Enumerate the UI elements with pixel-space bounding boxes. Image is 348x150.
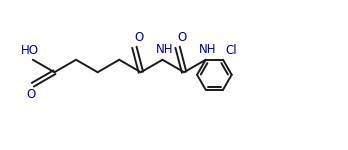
Text: NH: NH — [199, 43, 216, 56]
Text: O: O — [26, 88, 36, 101]
Text: O: O — [134, 32, 143, 45]
Text: Cl: Cl — [226, 44, 237, 57]
Text: O: O — [177, 32, 187, 45]
Text: NH: NH — [156, 43, 173, 56]
Text: HO: HO — [21, 44, 39, 57]
